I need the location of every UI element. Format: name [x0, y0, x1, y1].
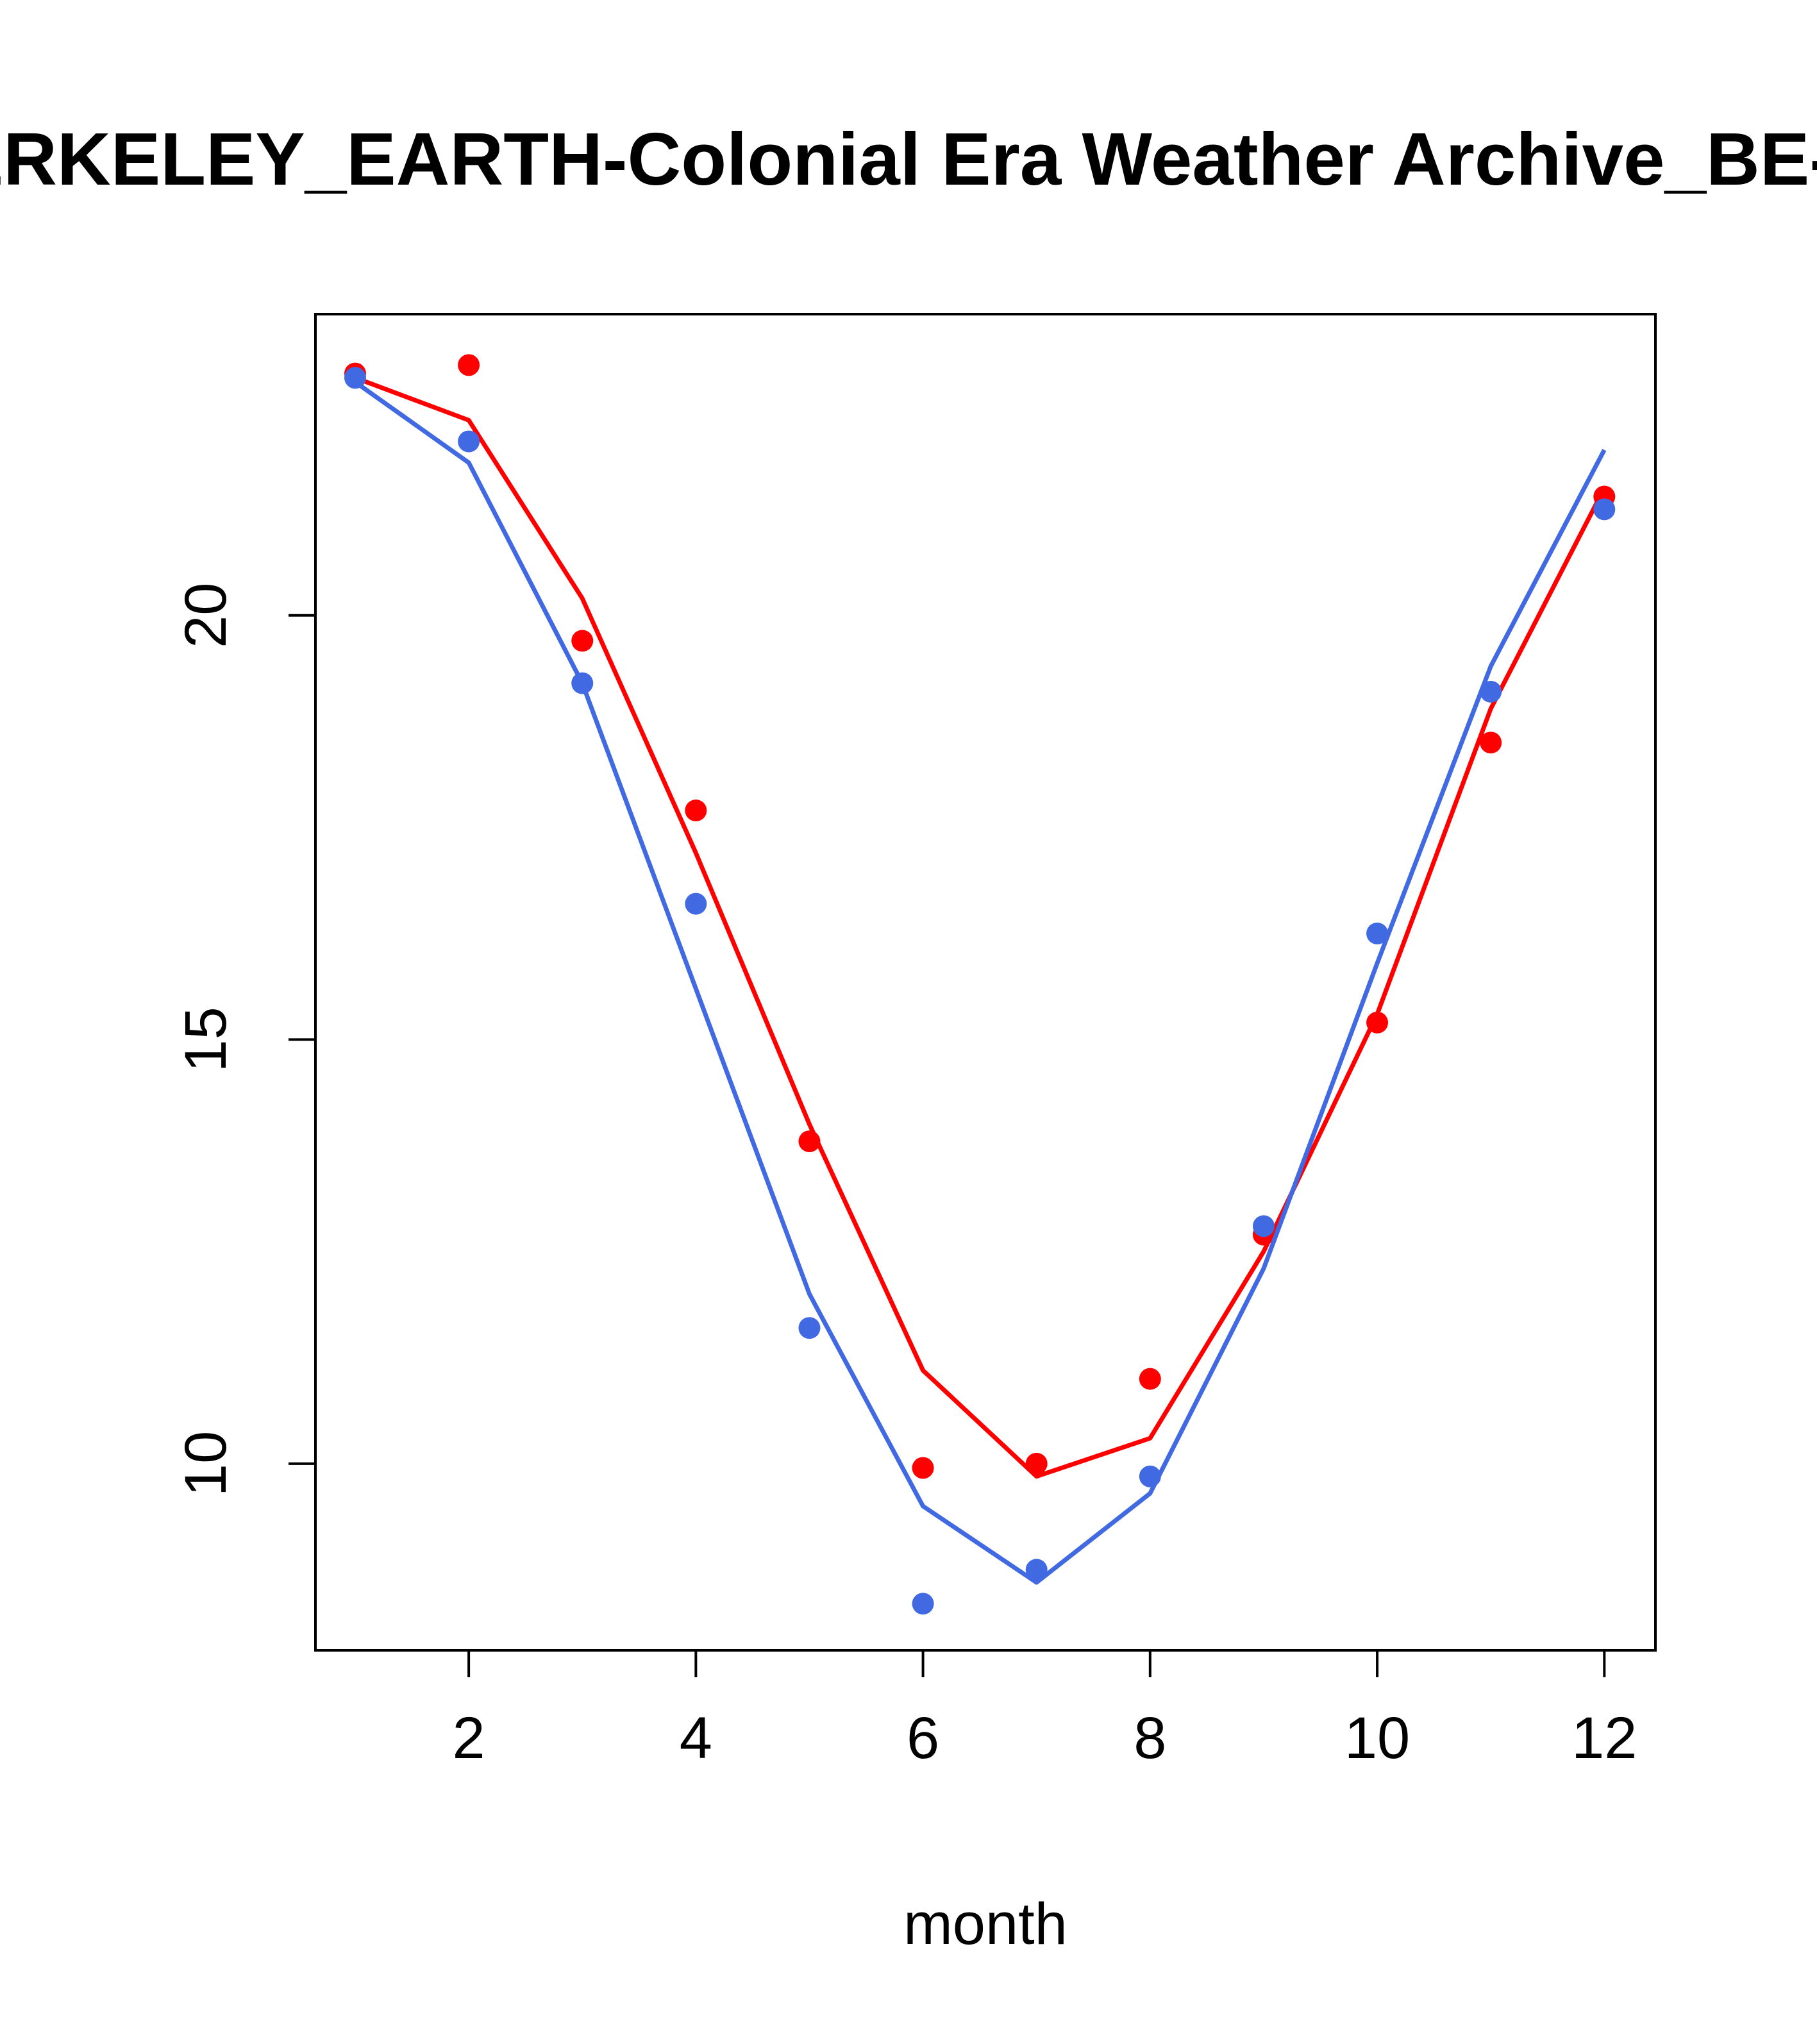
series-1-point [1366, 922, 1389, 944]
series-0-point [1139, 1368, 1161, 1390]
x-tick-label: 10 [1344, 1705, 1410, 1771]
x-tick-label: 12 [1571, 1705, 1637, 1771]
series-1-point [344, 367, 366, 389]
y-tick-label: 20 [173, 583, 239, 648]
series-0-point [798, 1130, 821, 1153]
series-0-point [685, 800, 707, 822]
plot-frame [314, 313, 1657, 1652]
series-1-point [458, 430, 480, 453]
series-0-point [1366, 1011, 1389, 1034]
x-tick-label: 8 [1134, 1705, 1166, 1771]
series-1-point [1480, 680, 1502, 703]
series-1-line [353, 380, 1607, 1585]
series-0-point [1480, 732, 1502, 754]
series-1-point [1025, 1559, 1048, 1581]
y-tick-label: 10 [173, 1431, 239, 1496]
series-1-point [1139, 1465, 1161, 1487]
series-0-point [912, 1457, 934, 1479]
series-1-point [685, 892, 707, 915]
series-0-line [354, 375, 1607, 1479]
x-axis: 2 4 6 8 10 12 [453, 1650, 1637, 1771]
x-axis-label: month [903, 1891, 1068, 1957]
series-0-point [571, 630, 594, 652]
series-1-point [571, 672, 594, 694]
series-1-point [798, 1317, 821, 1339]
x-tick-label: 4 [680, 1705, 712, 1771]
x-tick-label: 6 [907, 1705, 939, 1771]
y-tick-label: 15 [173, 1007, 239, 1072]
series-1-point [1593, 498, 1616, 521]
x-tick-label: 2 [453, 1705, 485, 1771]
chart-title: BERKELEY_EARTH-Colonial Era Weather Arch… [0, 117, 1817, 201]
series-1-point [912, 1593, 934, 1615]
series-layer [344, 354, 1616, 1615]
series-1-point [1252, 1215, 1275, 1237]
series-0-point [458, 354, 480, 376]
series-0-point [1025, 1452, 1048, 1475]
y-axis: 10 15 20 [173, 583, 315, 1496]
